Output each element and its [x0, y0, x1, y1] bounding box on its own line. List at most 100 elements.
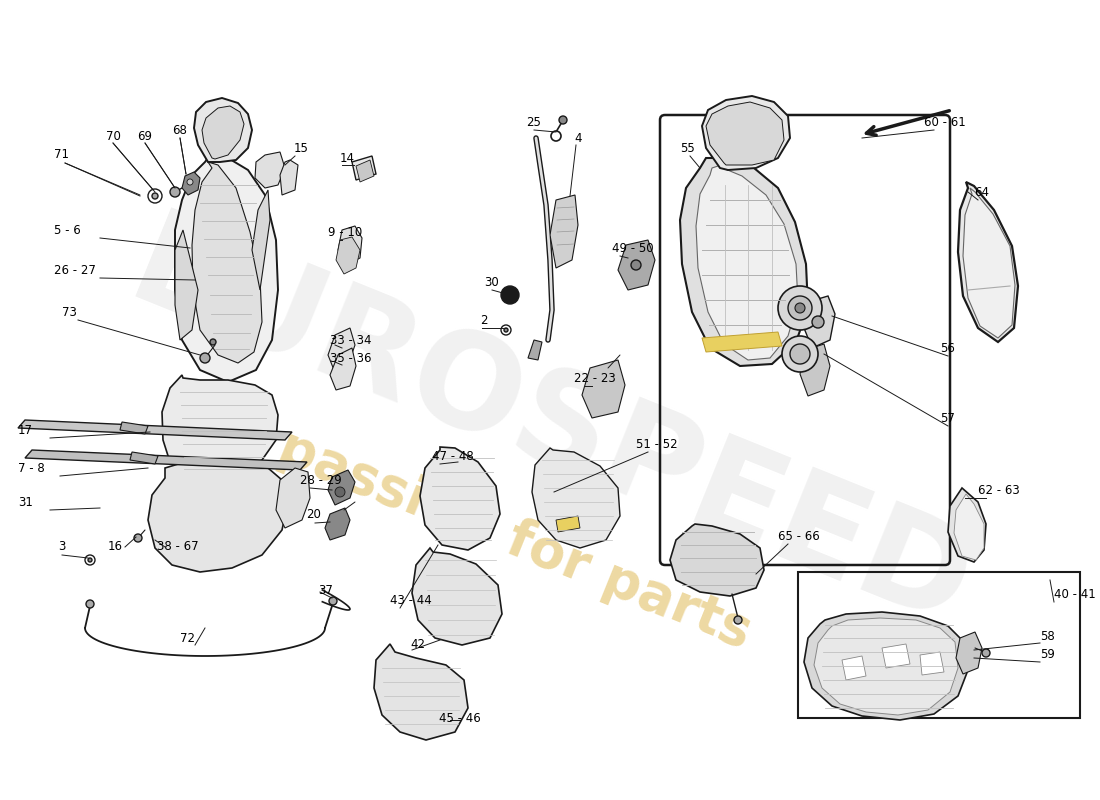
Text: 70: 70 [106, 130, 120, 142]
Circle shape [790, 344, 810, 364]
Polygon shape [532, 448, 620, 548]
Polygon shape [192, 162, 262, 363]
Polygon shape [550, 195, 578, 268]
Text: 42: 42 [410, 638, 425, 650]
Text: 71: 71 [54, 149, 69, 162]
Text: 73: 73 [62, 306, 77, 318]
Polygon shape [670, 524, 764, 596]
Text: 4: 4 [574, 131, 582, 145]
Circle shape [500, 325, 512, 335]
Text: 64: 64 [974, 186, 989, 198]
Text: 30: 30 [484, 275, 498, 289]
Polygon shape [556, 516, 580, 532]
Polygon shape [374, 644, 467, 740]
Polygon shape [252, 190, 270, 290]
Circle shape [148, 189, 162, 203]
Text: 68: 68 [173, 123, 187, 137]
Text: 3: 3 [58, 541, 65, 554]
Polygon shape [962, 188, 1015, 338]
Text: 43 - 44: 43 - 44 [390, 594, 431, 606]
Text: 69: 69 [138, 130, 153, 142]
Polygon shape [582, 360, 625, 418]
Circle shape [551, 131, 561, 141]
Polygon shape [276, 468, 310, 528]
Circle shape [210, 339, 216, 345]
Text: 2: 2 [480, 314, 487, 326]
Polygon shape [120, 422, 148, 434]
Circle shape [500, 286, 519, 304]
Polygon shape [255, 152, 285, 188]
Circle shape [200, 353, 210, 363]
Circle shape [134, 534, 142, 542]
Polygon shape [954, 494, 985, 560]
Circle shape [329, 597, 337, 605]
Polygon shape [706, 102, 784, 165]
Polygon shape [330, 348, 356, 390]
Text: 40 - 41: 40 - 41 [1054, 587, 1096, 601]
Polygon shape [328, 470, 355, 505]
Text: 38 - 67: 38 - 67 [157, 541, 199, 554]
Polygon shape [956, 632, 982, 674]
Polygon shape [148, 460, 288, 572]
Text: 17: 17 [18, 423, 33, 437]
Circle shape [170, 187, 180, 197]
Polygon shape [175, 230, 198, 340]
Polygon shape [328, 328, 355, 370]
Polygon shape [182, 172, 200, 195]
Text: 58: 58 [1040, 630, 1055, 642]
Text: 65 - 66: 65 - 66 [778, 530, 820, 542]
Polygon shape [324, 508, 350, 540]
Circle shape [788, 296, 812, 320]
Text: 37: 37 [318, 583, 333, 597]
Circle shape [795, 303, 805, 313]
Polygon shape [336, 237, 360, 274]
Circle shape [86, 600, 94, 608]
Circle shape [88, 558, 92, 562]
Text: 49 - 50: 49 - 50 [612, 242, 653, 254]
Polygon shape [356, 160, 374, 182]
Polygon shape [882, 644, 910, 668]
Polygon shape [194, 98, 252, 162]
Polygon shape [842, 656, 866, 680]
Polygon shape [814, 618, 958, 715]
Text: 60 - 61: 60 - 61 [924, 115, 966, 129]
Text: 15: 15 [294, 142, 309, 154]
Text: EUROSPEED: EUROSPEED [112, 204, 988, 656]
Circle shape [631, 260, 641, 270]
Text: 45 - 46: 45 - 46 [439, 711, 481, 725]
Polygon shape [202, 106, 244, 159]
Circle shape [504, 328, 508, 332]
Polygon shape [25, 450, 307, 470]
Text: 26 - 27: 26 - 27 [54, 263, 96, 277]
Polygon shape [958, 182, 1018, 342]
Circle shape [778, 286, 822, 330]
Polygon shape [528, 340, 542, 360]
Circle shape [559, 116, 566, 124]
Text: a passion for parts: a passion for parts [221, 401, 759, 659]
Text: 59: 59 [1040, 649, 1055, 662]
Polygon shape [702, 96, 790, 170]
Text: 9 - 10: 9 - 10 [328, 226, 362, 238]
Text: 20: 20 [306, 509, 321, 522]
Polygon shape [18, 420, 292, 440]
Text: 56: 56 [940, 342, 955, 354]
Polygon shape [920, 652, 944, 675]
Polygon shape [948, 488, 986, 562]
Polygon shape [800, 344, 830, 396]
Text: 62 - 63: 62 - 63 [978, 483, 1020, 497]
Polygon shape [338, 226, 362, 264]
Polygon shape [680, 158, 808, 366]
Text: 72: 72 [180, 631, 195, 645]
Circle shape [982, 649, 990, 657]
Polygon shape [175, 155, 278, 382]
Polygon shape [280, 160, 298, 195]
Polygon shape [804, 612, 968, 720]
Text: 51 - 52: 51 - 52 [636, 438, 678, 450]
Text: 55: 55 [680, 142, 695, 154]
Text: 57: 57 [940, 411, 955, 425]
Circle shape [85, 555, 95, 565]
Polygon shape [804, 296, 835, 348]
Text: 47 - 48: 47 - 48 [432, 450, 474, 462]
Polygon shape [618, 240, 654, 290]
Text: 35 - 36: 35 - 36 [330, 351, 372, 365]
